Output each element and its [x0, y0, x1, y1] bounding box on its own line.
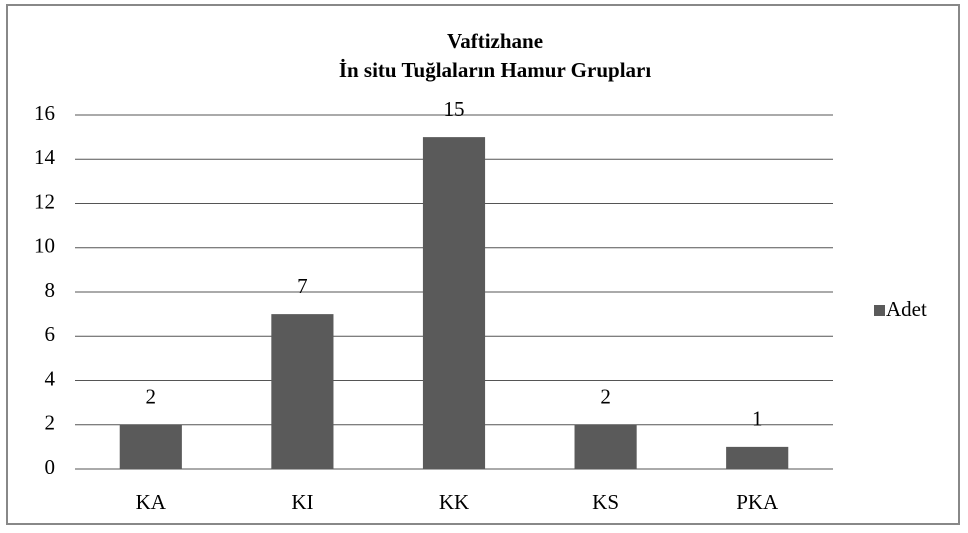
chart-title: İn situ Tuğlaların Hamur Grupları — [339, 58, 652, 82]
y-tick-label: 0 — [45, 455, 56, 479]
x-tick-label: KK — [439, 490, 469, 514]
bar — [271, 314, 334, 469]
legend-label: Adet — [886, 297, 927, 321]
data-label: 2 — [600, 385, 611, 409]
legend-swatch — [874, 305, 885, 316]
y-tick-label: 10 — [34, 234, 55, 258]
y-tick-label: 16 — [34, 101, 55, 125]
bar — [422, 137, 486, 469]
data-label: 2 — [146, 385, 157, 409]
x-tick-label: KI — [291, 490, 313, 514]
y-tick-label: 12 — [34, 189, 55, 213]
y-tick-label: 2 — [45, 411, 56, 435]
y-tick-label: 4 — [45, 366, 56, 390]
bar — [726, 446, 789, 469]
y-tick-label: 14 — [34, 145, 56, 169]
data-label: 7 — [297, 274, 308, 298]
x-tick-label: KA — [136, 490, 167, 514]
y-tick-label: 6 — [45, 322, 56, 346]
x-tick-label: PKA — [736, 490, 779, 514]
bar — [119, 424, 182, 469]
data-label: 15 — [444, 97, 465, 121]
data-label: 1 — [752, 407, 763, 431]
chart-title: Vaftizhane — [447, 29, 543, 53]
x-tick-label: KS — [592, 490, 619, 514]
y-tick-label: 8 — [45, 278, 56, 302]
bar — [574, 424, 637, 469]
